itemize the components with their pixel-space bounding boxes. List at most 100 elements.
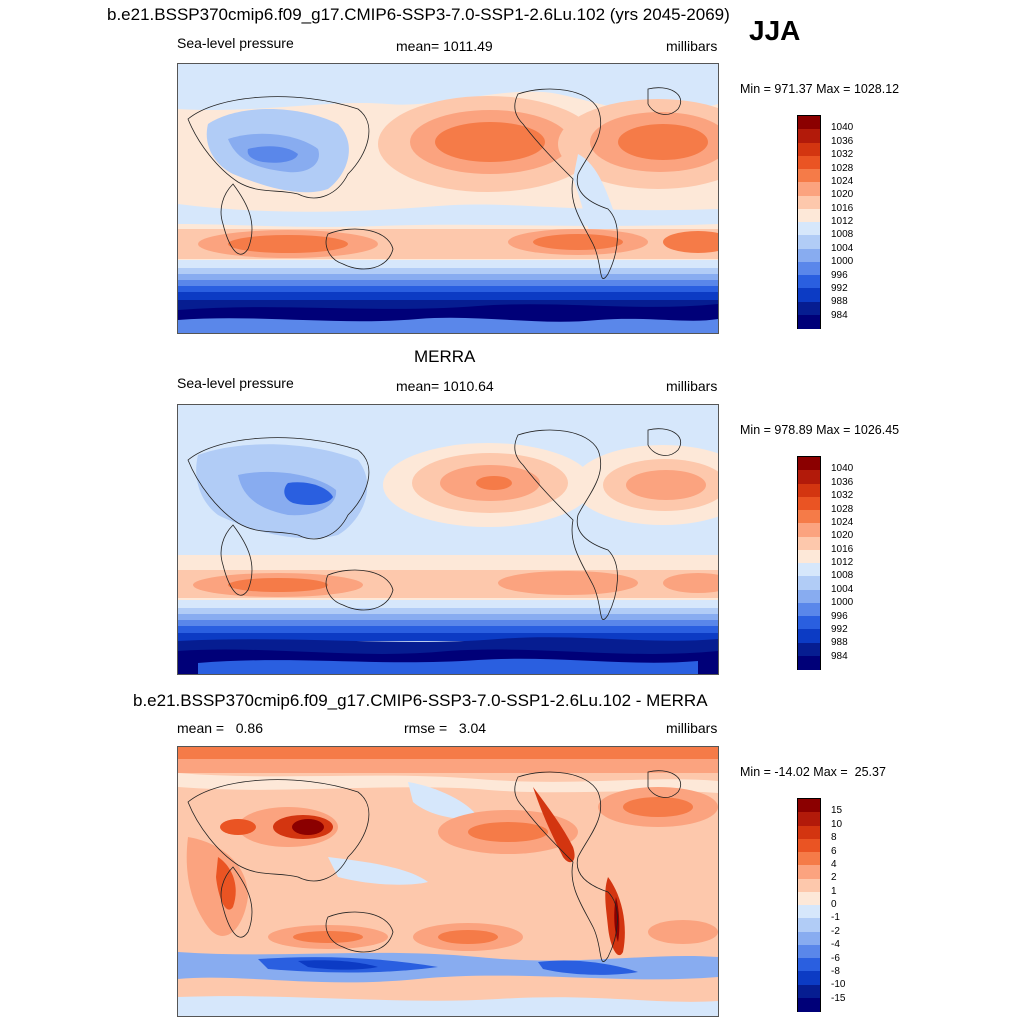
colorbar-swatch: [798, 457, 820, 471]
colorbar-tick-label: 1028: [831, 503, 854, 515]
panel1-mean-label: mean= 1011.49: [396, 38, 493, 54]
colorbar-tick-label: -10: [831, 979, 846, 991]
colorbar-tick-label: 1016: [831, 543, 854, 555]
colorbar-tick-label: -6: [831, 952, 840, 964]
colorbar-swatch: [798, 629, 820, 643]
colorbar-swatch: [798, 944, 820, 959]
colorbar-swatch: [798, 523, 820, 537]
figure-title: b.e21.BSSP370cmip6.f09_g17.CMIP6-SSP3-7.…: [107, 5, 730, 24]
panel3-rmse-label: rmse = 3.04: [404, 720, 487, 736]
colorbar-tick-label: 1028: [831, 162, 854, 174]
colorbar-swatch: [798, 812, 820, 826]
panel1-units-label: millibars: [666, 38, 718, 54]
colorbar-tick-label: 1008: [831, 570, 854, 582]
colorbar-swatch: [798, 483, 820, 498]
colorbar-tick-label: 988: [831, 296, 848, 308]
colorbar-swatch: [798, 602, 820, 617]
colorbar-swatch: [798, 891, 820, 906]
colorbar-swatch: [798, 129, 820, 143]
colorbar-swatch: [798, 536, 820, 551]
colorbar-swatch: [798, 496, 820, 511]
colorbar-swatch: [798, 905, 820, 919]
panel1-colorbar: [797, 115, 821, 329]
colorbar-tick-label: 996: [831, 269, 848, 281]
colorbar-swatch: [798, 825, 820, 840]
panel3-map: [177, 746, 719, 1017]
colorbar-swatch: [798, 838, 820, 853]
colorbar-tick-label: -4: [831, 939, 840, 951]
panel3-diff-field: [178, 747, 718, 1016]
colorbar-swatch: [798, 642, 820, 657]
colorbar-tick-label: 1008: [831, 229, 854, 241]
colorbar-tick-label: 6: [831, 845, 837, 857]
colorbar-swatch: [798, 142, 820, 157]
panel3-units-label: millibars: [666, 720, 718, 736]
colorbar-swatch: [798, 931, 820, 946]
colorbar-swatch: [798, 799, 820, 813]
panel2-minmax: Min = 978.89 Max = 1026.45: [740, 423, 900, 437]
colorbar-tick-label: 984: [831, 650, 848, 662]
colorbar-tick-label: 1012: [831, 557, 854, 568]
colorbar-tick-label: -8: [831, 965, 840, 977]
colorbar-swatch: [798, 470, 820, 484]
panel2-title: MERRA: [414, 347, 476, 366]
colorbar-tick-label: 992: [831, 623, 848, 635]
panel2-map: [177, 404, 719, 675]
colorbar-swatch: [798, 549, 820, 564]
colorbar-swatch: [798, 563, 820, 577]
colorbar-swatch: [798, 971, 820, 985]
colorbar-tick-label: 4: [831, 858, 837, 870]
colorbar-tick-label: 1012: [831, 216, 854, 227]
colorbar-swatch: [798, 288, 820, 302]
colorbar-swatch: [798, 878, 820, 893]
colorbar-tick-label: -15: [831, 992, 846, 1004]
colorbar-tick-label: 1000: [831, 597, 854, 609]
colorbar-tick-label: 1032: [831, 149, 854, 161]
season-label: JJA: [749, 15, 801, 46]
colorbar-swatch: [798, 169, 820, 183]
colorbar-swatch: [798, 655, 820, 670]
colorbar-swatch: [798, 918, 820, 932]
colorbar-tick-label: 1004: [831, 583, 854, 595]
colorbar-tick-label: 992: [831, 282, 848, 294]
colorbar-tick-label: 984: [831, 309, 848, 321]
colorbar-tick-label: 1004: [831, 242, 854, 254]
colorbar-tick-label: 1040: [831, 463, 854, 475]
colorbar-swatch: [798, 261, 820, 276]
panel1-minmax: Min = 971.37 Max = 1028.12: [740, 82, 900, 96]
colorbar-swatch: [798, 275, 820, 289]
colorbar-tick-label: 1: [831, 885, 837, 897]
panel2-units-label: millibars: [666, 378, 718, 394]
colorbar-tick-label: 8: [831, 832, 837, 844]
colorbar-tick-label: 996: [831, 610, 848, 622]
colorbar-tick-label: 1036: [831, 135, 854, 147]
colorbar-swatch: [798, 576, 820, 590]
panel2-slp-field: [178, 405, 718, 674]
colorbar-swatch: [798, 852, 820, 866]
colorbar-swatch: [798, 997, 820, 1012]
panel3-minmax: Min = -14.02 Max = 25.37: [740, 765, 886, 779]
colorbar-swatch: [798, 235, 820, 249]
colorbar-tick-label: 1020: [831, 530, 854, 542]
colorbar-swatch: [798, 195, 820, 210]
colorbar-tick-label: 1016: [831, 202, 854, 214]
panel2-colorbar: [797, 456, 821, 670]
colorbar-swatch: [798, 116, 820, 130]
colorbar-swatch: [798, 865, 820, 879]
colorbar-swatch: [798, 314, 820, 329]
colorbar-swatch: [798, 616, 820, 630]
colorbar-swatch: [798, 155, 820, 170]
panel1-slp-field: [178, 64, 718, 333]
colorbar-tick-label: -1: [831, 912, 840, 924]
colorbar-swatch: [798, 984, 820, 999]
colorbar-tick-label: 15: [831, 805, 843, 817]
colorbar-tick-label: 1024: [831, 516, 854, 528]
colorbar-tick-label: 0: [831, 899, 837, 910]
panel2-mean-label: mean= 1010.64: [396, 378, 494, 394]
colorbar-tick-label: 1032: [831, 490, 854, 502]
colorbar-tick-label: 1020: [831, 189, 854, 201]
colorbar-tick-label: 988: [831, 637, 848, 649]
colorbar-tick-label: 1036: [831, 476, 854, 488]
colorbar-swatch: [798, 222, 820, 236]
colorbar-swatch: [798, 589, 820, 604]
